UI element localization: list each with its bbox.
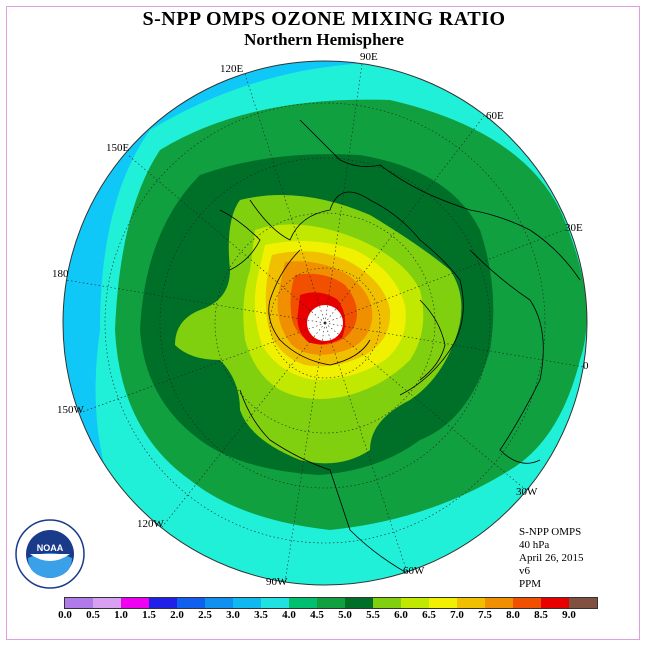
lon-label-60w: 60W: [403, 565, 425, 577]
lon-label-150e: 150E: [106, 142, 130, 154]
figure-frame: [6, 6, 640, 640]
lon-label-60e: 60E: [486, 110, 504, 122]
colorbar-swatch: [289, 598, 317, 608]
colorbar-tick-label: 0.0: [58, 609, 72, 621]
colorbar-swatch: [513, 598, 541, 608]
page-subtitle: Northern Hemisphere: [244, 30, 404, 49]
colorbar-swatch: [177, 598, 205, 608]
colorbar-tick-label: 6.0: [394, 609, 408, 621]
lon-label-0: 0: [583, 360, 589, 372]
colorbar-tick-label: 0.5: [86, 609, 100, 621]
colorbar-swatch: [457, 598, 485, 608]
colorbar-tick-label: 2.0: [170, 609, 184, 621]
lon-label-30w: 30W: [516, 486, 538, 498]
colorbar-swatch: [93, 598, 121, 608]
info-block: S-NPP OMPS 40 hPa April 26, 2015 v6 PPM: [519, 526, 583, 591]
colorbar-swatch: [205, 598, 233, 608]
colorbar-swatch: [569, 598, 597, 608]
colorbar-swatch: [233, 598, 261, 608]
lon-label-90e: 90E: [360, 51, 378, 63]
colorbar-tick-label: 5.5: [366, 609, 380, 621]
noaa-logo: NOAA: [15, 519, 85, 589]
lon-label-30e: 30E: [565, 222, 583, 234]
colorbar: [64, 597, 598, 609]
colorbar-swatch: [65, 598, 93, 608]
lon-label-120e: 120E: [220, 63, 244, 75]
colorbar-swatch: [541, 598, 569, 608]
colorbar-tick-label: 7.0: [450, 609, 464, 621]
colorbar-tick-label: 7.5: [478, 609, 492, 621]
colorbar-tick-label: 2.5: [198, 609, 212, 621]
colorbar-swatch: [345, 598, 373, 608]
info-level: 40 hPa: [519, 539, 550, 551]
colorbar-swatch: [429, 598, 457, 608]
colorbar-tick-label: 3.5: [254, 609, 268, 621]
info-version: v6: [519, 565, 530, 577]
colorbar-tick-label: 8.0: [506, 609, 520, 621]
colorbar-swatch: [261, 598, 289, 608]
coastlines: [219, 119, 581, 581]
colorbar-swatch: [373, 598, 401, 608]
noaa-logo-text: NOAA: [37, 543, 64, 553]
colorbar-tick-label: 1.0: [114, 609, 128, 621]
colorbar-tick-label: 8.5: [534, 609, 548, 621]
colorbar-swatch: [317, 598, 345, 608]
colorbar-tick-label: 5.0: [338, 609, 352, 621]
info-units: PPM: [519, 578, 542, 590]
graticule: [65, 63, 585, 583]
colorbar-tick-label: 4.0: [282, 609, 296, 621]
info-instrument: S-NPP OMPS: [519, 526, 582, 538]
colorbar-swatch: [485, 598, 513, 608]
lon-label-120w: 120W: [137, 518, 164, 530]
info-date: April 26, 2015: [519, 552, 584, 564]
colorbar-tick-label: 1.5: [142, 609, 156, 621]
lon-label-90w: 90W: [266, 576, 288, 588]
colorbar-swatch: [401, 598, 429, 608]
page-title: S-NPP OMPS OZONE MIXING RATIO: [142, 8, 506, 30]
colorbar-tick-label: 4.5: [310, 609, 324, 621]
colorbar-swatch: [121, 598, 149, 608]
lon-label-150w: 150W: [57, 404, 84, 416]
lon-label-180: 180: [52, 268, 69, 280]
colorbar-tick-label: 6.5: [422, 609, 436, 621]
colorbar-tick-label: 3.0: [226, 609, 240, 621]
globe-outline: [62, 60, 588, 586]
colorbar-tick-label: 9.0: [562, 609, 576, 621]
colorbar-swatch: [149, 598, 177, 608]
